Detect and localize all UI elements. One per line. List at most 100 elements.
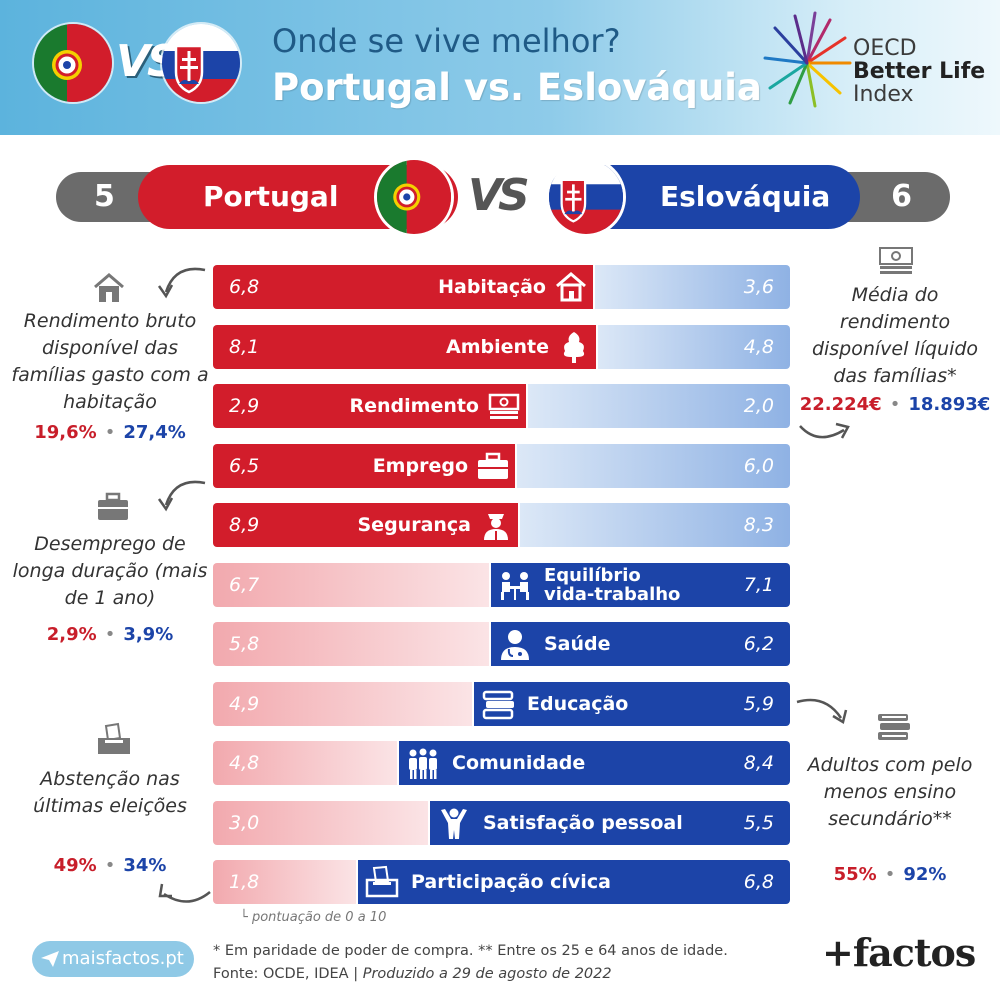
portugal-bar [213, 860, 357, 904]
arrow-icon [157, 267, 206, 299]
slovakia-value-label: 3,6 [743, 276, 774, 298]
slovakia-bar [490, 562, 790, 607]
slovakia-value-label: 8,4 [743, 752, 774, 774]
bar-divider [489, 622, 491, 666]
unemployment-note-label: Desemprego de longa duração (mais de 1 a… [12, 533, 208, 609]
books-icon [878, 714, 910, 740]
unemployment-sk-value: 3,9% [123, 624, 174, 645]
source-text: Fonte: OCDE, IDEA | [213, 966, 363, 982]
housing-note-values: 19,6% • 27,4% [34, 422, 186, 443]
produced-date: Produzido a 29 de agosto de 2022 [362, 966, 612, 982]
vs-label: VS [468, 170, 530, 221]
slovakia-bar [527, 384, 790, 428]
bar-divider [397, 741, 399, 785]
portugal-bar [213, 265, 594, 309]
slovakia-value-label: 6,8 [743, 871, 774, 893]
person-arms-up-icon [437, 806, 471, 840]
chart-row: 6,7 7,1 Equilíbrio vida-trabalho [213, 562, 790, 607]
bar-divider [472, 681, 474, 726]
category-text: Comunidade [452, 752, 586, 774]
scale-note-text: pontuação de 0 a 10 [251, 910, 387, 925]
education-note-values: 55% • 92% [833, 864, 947, 885]
slovakia-value-label: 6,2 [743, 633, 774, 655]
portugal-value-label: 4,9 [229, 692, 260, 715]
slovakia-flag-icon [546, 157, 626, 237]
arrow-icon [157, 480, 206, 512]
index-label: Index [853, 82, 914, 107]
income-sk-value: 18.893€ [908, 394, 991, 415]
portugal-value-label: 6,8 [229, 276, 260, 298]
bar-divider [356, 860, 358, 904]
site-link[interactable]: maisfactos.pt [32, 941, 194, 977]
oecd-logo-text: OECD Better Life Index [853, 37, 985, 106]
better-life-label: Better Life [853, 59, 986, 84]
slovakia-bar [473, 681, 790, 726]
portugal-value-label: 6,7 [229, 573, 260, 596]
portugal-value-label: 8,9 [229, 514, 260, 536]
category-text: Ambiente [446, 335, 549, 358]
slovakia-value-label: 6,0 [743, 454, 774, 477]
portugal-flag-icon [32, 22, 114, 104]
chart-row: 8,9 8,3 Segurança [213, 503, 790, 547]
send-icon [41, 951, 59, 967]
house-icon [554, 270, 588, 304]
money-icon [487, 389, 521, 423]
police-icon [479, 508, 513, 542]
scale-note: └ pontuação de 0 a 10 [240, 910, 387, 925]
portugal-flag-icon [374, 157, 454, 237]
slovakia-bar [594, 265, 790, 309]
ballot-box-icon [98, 722, 130, 754]
chart-row: 6,8 3,6 Habitação [213, 265, 790, 309]
education-sk-value: 92% [903, 864, 947, 885]
source-line: Fonte: OCDE, IDEA | Produzido a 29 de ag… [213, 963, 728, 986]
abstention-pt-value: 49% [53, 855, 97, 876]
category-text: Equilíbrio vida-trabalho [544, 564, 681, 605]
title-comparison: Portugal vs. Eslováquia [272, 66, 762, 109]
category-text: Saúde [544, 633, 611, 655]
slovakia-flag-icon [160, 22, 242, 104]
people-icon [406, 746, 440, 780]
slovakia-bar [429, 800, 790, 845]
portugal-bar [213, 562, 490, 607]
category-label: Participação cívica [365, 860, 611, 904]
chart-row: 8,1 4,8 Ambiente [213, 324, 790, 369]
income-pt-value: 22.224€ [799, 394, 882, 415]
chart-row: 6,5 6,0 Emprego [213, 443, 790, 488]
category-text: Segurança [357, 514, 472, 536]
category-text: Habitação [438, 276, 546, 298]
housing-pt-value: 19,6% [34, 422, 97, 443]
chart-row: 1,8 6,8 Participação cívica [213, 860, 790, 904]
education-pt-value: 55% [833, 864, 877, 885]
category-label: Comunidade [406, 741, 585, 785]
slovakia-bar [516, 443, 790, 488]
portugal-bar [213, 741, 398, 785]
bar-divider [596, 324, 598, 369]
briefcase-icon [476, 449, 510, 483]
bar-divider [526, 384, 528, 428]
money-icon [879, 247, 913, 274]
bar-divider [593, 265, 595, 309]
arrow-icon [158, 883, 211, 903]
chart-row: 4,9 5,9 Educação [213, 681, 790, 726]
books-icon [481, 687, 515, 721]
footnote-line: * Em paridade de poder de compra. ** Ent… [213, 943, 728, 959]
slovakia-value-label: 5,9 [743, 692, 774, 715]
footnote: * Em paridade de poder de compra. ** Ent… [213, 940, 728, 986]
tree-icon [557, 330, 591, 364]
bar-divider [489, 562, 491, 607]
abstention-note-values: 49% • 34% [53, 855, 167, 876]
category-label: Equilíbrio vida-trabalho [498, 563, 680, 607]
category-label: Ambiente [446, 325, 591, 369]
arrow-icon [796, 698, 848, 724]
portugal-value-label: 3,0 [229, 811, 260, 834]
oecd-label: OECD [853, 36, 917, 61]
slovakia-bar [357, 860, 790, 904]
doctor-icon [498, 627, 532, 661]
unemployment-pt-value: 2,9% [46, 624, 97, 645]
portugal-value-label: 8,1 [229, 335, 260, 358]
portugal-bar [213, 681, 473, 726]
category-label: Emprego [373, 444, 510, 488]
briefcase-icon [98, 492, 128, 520]
portugal-bar [213, 800, 429, 845]
brand-logo: +factos [822, 930, 976, 975]
